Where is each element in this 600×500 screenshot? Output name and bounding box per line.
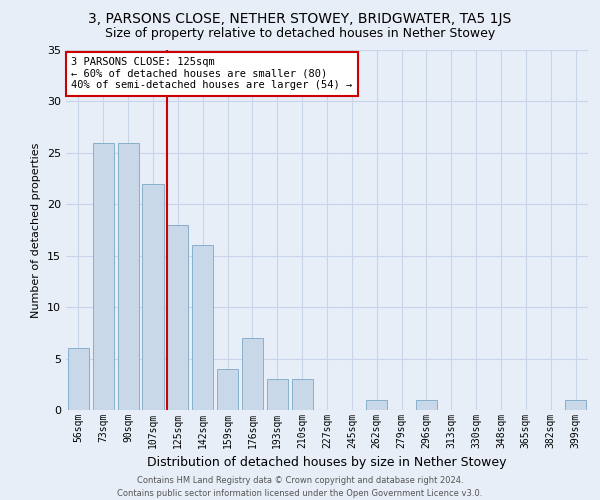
Text: 3, PARSONS CLOSE, NETHER STOWEY, BRIDGWATER, TA5 1JS: 3, PARSONS CLOSE, NETHER STOWEY, BRIDGWA… — [88, 12, 512, 26]
Bar — [416, 400, 437, 410]
Text: Contains HM Land Registry data © Crown copyright and database right 2024.
Contai: Contains HM Land Registry data © Crown c… — [118, 476, 482, 498]
Text: Size of property relative to detached houses in Nether Stowey: Size of property relative to detached ho… — [105, 28, 495, 40]
X-axis label: Distribution of detached houses by size in Nether Stowey: Distribution of detached houses by size … — [147, 456, 507, 469]
Bar — [242, 338, 263, 410]
Y-axis label: Number of detached properties: Number of detached properties — [31, 142, 41, 318]
Text: 3 PARSONS CLOSE: 125sqm
← 60% of detached houses are smaller (80)
40% of semi-de: 3 PARSONS CLOSE: 125sqm ← 60% of detache… — [71, 57, 352, 90]
Bar — [142, 184, 164, 410]
Bar — [192, 246, 213, 410]
Bar — [565, 400, 586, 410]
Bar — [366, 400, 387, 410]
Bar — [93, 142, 114, 410]
Bar — [68, 348, 89, 410]
Bar — [118, 142, 139, 410]
Bar — [267, 379, 288, 410]
Bar — [292, 379, 313, 410]
Bar — [167, 225, 188, 410]
Bar — [217, 369, 238, 410]
